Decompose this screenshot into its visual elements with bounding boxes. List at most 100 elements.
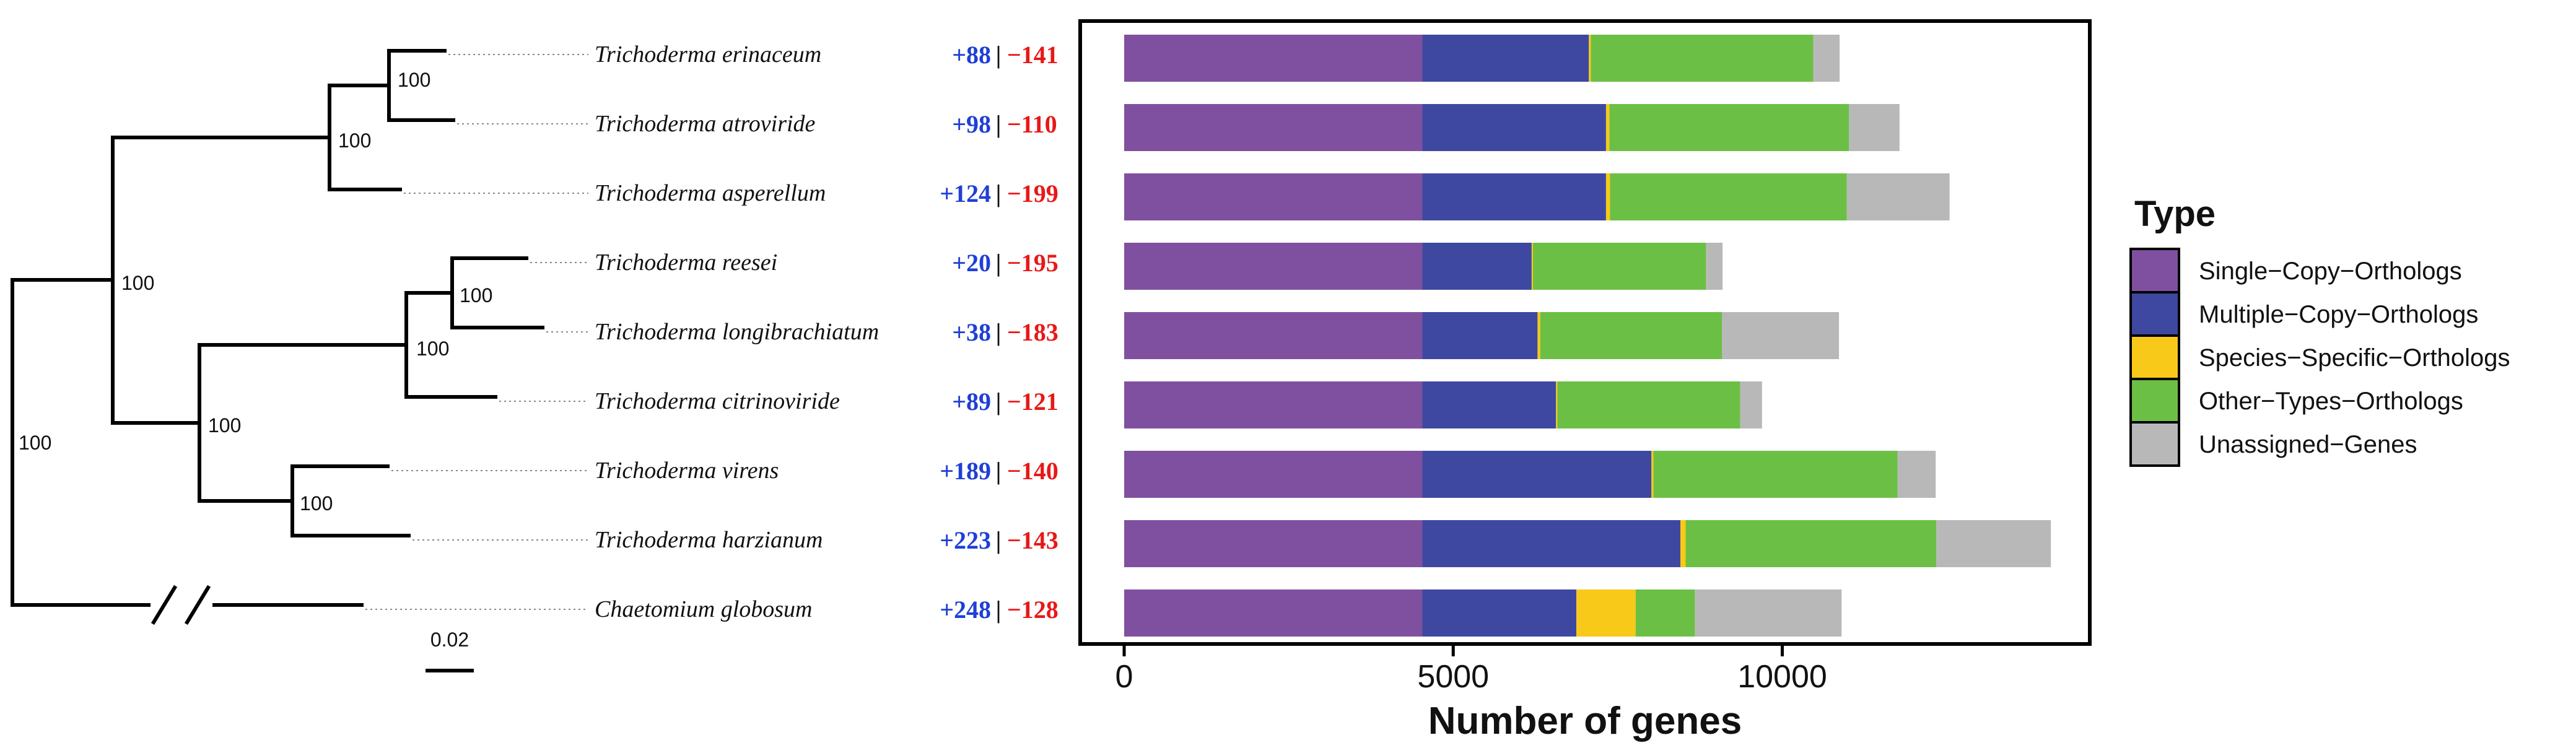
x-axis-ticks: 0 5000 10000 [1116,644,1827,695]
support-label: 100 [338,129,371,152]
support-label: 100 [460,284,492,307]
scale-bar-label: 0.02 [430,628,469,651]
phylogenetic-tree [11,49,544,672]
species-label: Trichoderma citrinoviride [595,388,840,414]
support-label: 100 [121,272,154,294]
species-label: Trichoderma asperellum [595,180,826,206]
bar-segment [1576,589,1636,637]
legend-label: Multiple−Copy−Orthologs [2199,301,2478,328]
bar-segment [1124,589,1423,637]
separator-label: | [996,318,1002,346]
support-label: 100 [19,432,51,454]
bar-segment [1695,589,1842,637]
loss-label: −143 [1007,526,1059,554]
gain-label: +124 [940,180,991,207]
stacked-bar-plot: 0 5000 10000 Number of genes [1078,19,2092,742]
bar-segment [1651,451,1654,498]
gene-family-changes: +88 | −141+98 | −110+124 | −199+20 | −195+38 | −18… [940,41,1059,624]
legend-swatch [2129,421,2180,467]
bar-segment [1846,173,1950,220]
bar-segment [1124,312,1423,359]
bar-segment [1680,520,1686,567]
separator-label: | [996,249,1002,277]
separator-label: | [996,110,1002,138]
support-label: 100 [398,69,430,91]
legend-swatch [2129,334,2180,380]
species-leader-lines [365,54,588,610]
bar-segment [1706,243,1723,290]
legend-title: Type [2134,194,2216,234]
separator-label: | [996,526,1002,554]
support-label: 100 [416,337,449,360]
bar-segment [1422,451,1652,498]
species-labels: Trichoderma erinaceum Trichoderma atrovir… [595,41,879,622]
bar-segment [1422,312,1538,359]
bar-segment [1124,381,1423,428]
bar-segment [1531,243,1533,290]
bar-segment [1685,520,1937,567]
species-label: Trichoderma reesei [595,250,777,276]
bar-segment [1422,173,1606,220]
bar-segment [1124,451,1423,498]
loss-label: −140 [1007,457,1059,485]
legend-label: Species−Specific−Orthologs [2199,344,2510,372]
x-axis-title: Number of genes [1428,700,1742,742]
separator-label: | [996,180,1002,207]
bar-segment [1740,381,1762,428]
gain-label: +20 [952,249,991,277]
bar-segment [1422,35,1589,82]
legend-label: Unassigned−Genes [2199,431,2417,458]
loss-label: −110 [1007,110,1057,138]
bar-segment [1936,520,2051,567]
bar-segment [1606,104,1610,151]
species-label: Trichoderma longibrachiatum [595,319,879,345]
bar-segment [1589,35,1591,82]
bar-segment [1610,173,1847,220]
bar-segment [1635,589,1695,637]
bar-segment [1422,104,1606,151]
loss-label: −128 [1007,596,1059,624]
support-label: 100 [208,414,241,437]
separator-label: | [996,457,1002,485]
separator-label: | [996,596,1002,624]
bar-segment [1124,520,1423,567]
x-tick-label: 0 [1116,659,1133,695]
support-label: 100 [300,492,333,515]
species-label: Trichoderma atroviride [595,111,816,137]
bar-segment [1606,173,1610,220]
bar-segment [1422,381,1557,428]
x-tick-label: 5000 [1417,659,1489,695]
legend-swatch [2129,291,2180,337]
bar-segment [1124,35,1423,82]
loss-label: −195 [1007,249,1059,277]
bar-segment [1540,312,1722,359]
tree-break-mark [151,585,178,625]
x-tick-label: 10000 [1737,659,1827,695]
separator-label: | [996,41,1002,69]
bar-segment [1897,451,1936,498]
species-label: Trichoderma harzianum [595,527,823,553]
legend-swatch [2129,378,2180,424]
plot-panel-border [1078,19,2092,646]
gain-label: +223 [940,526,991,554]
separator-label: | [996,388,1002,415]
bar-segment [1124,243,1423,290]
bar-group [1124,35,2051,637]
bar-segment [1537,312,1540,359]
bar-segment [1609,104,1849,151]
species-label: Chaetomium globosum [595,596,813,622]
bar-segment [1591,35,1814,82]
legend: Type Single−Copy−Orthologs Multiple−Copy−… [2129,194,2510,467]
bar-segment [1556,381,1558,428]
bar-segment [1813,35,1840,82]
gain-label: +89 [952,388,991,415]
loss-label: −141 [1007,41,1059,69]
species-label: Trichoderma virens [595,458,779,484]
gain-label: +189 [940,457,991,485]
legend-label: Other−Types−Orthologs [2199,388,2463,415]
bar-segment [1533,243,1706,290]
bar-segment [1557,381,1740,428]
gain-label: +98 [952,110,991,138]
bar-segment [1653,451,1898,498]
